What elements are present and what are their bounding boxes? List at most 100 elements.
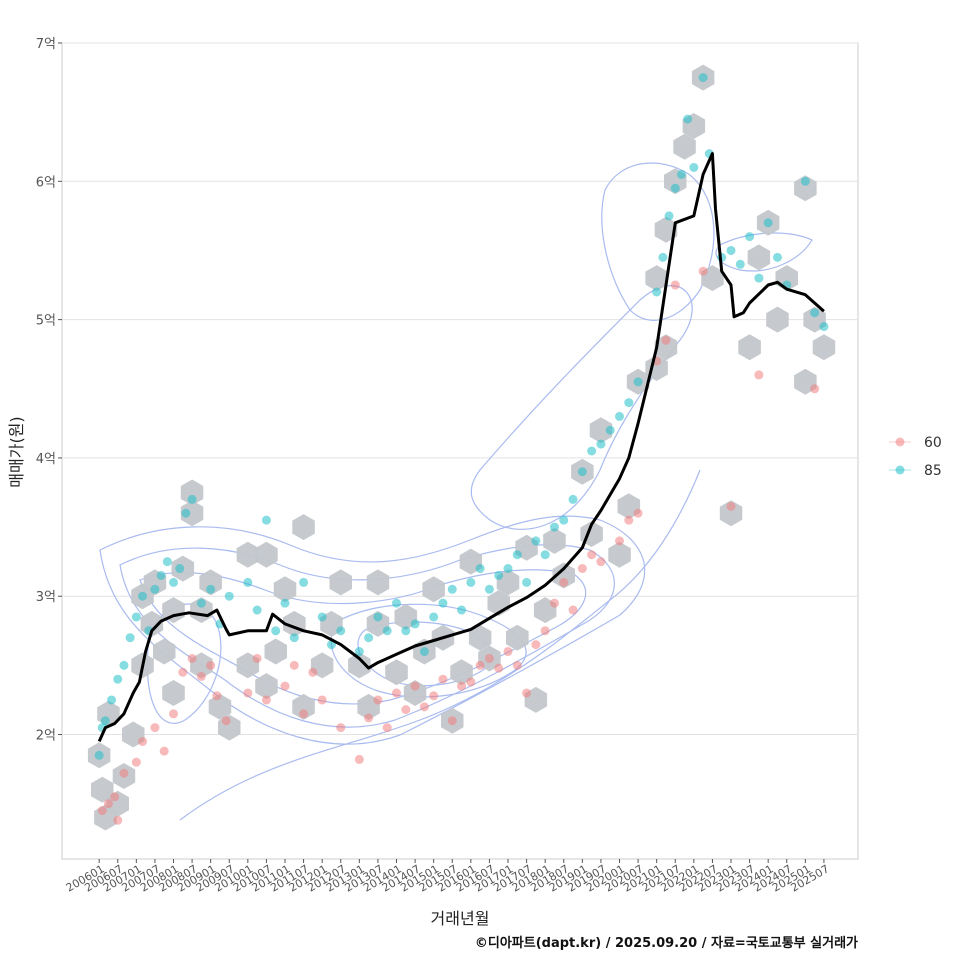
- hexbin: [236, 541, 260, 568]
- point-85: [522, 577, 532, 587]
- x-axis: 2006012006072007012007072008012008072009…: [64, 859, 831, 895]
- point-60: [512, 660, 522, 670]
- hexbin: [255, 673, 278, 700]
- plot-panel: [61, 42, 859, 860]
- point-60: [103, 799, 113, 809]
- hexbin: [208, 693, 232, 720]
- point-85: [113, 674, 123, 684]
- hexbin: [180, 479, 204, 506]
- point-60: [289, 660, 299, 670]
- point-85: [698, 73, 708, 83]
- hexbin: [366, 569, 390, 596]
- y-axis-title: 매매가(원): [7, 416, 26, 487]
- hexbin: [273, 576, 297, 603]
- point-60: [596, 557, 606, 567]
- y-tick-label: 3억: [36, 590, 56, 605]
- point-85: [735, 259, 745, 269]
- hexbin: [292, 514, 315, 541]
- y-tick-label: 5억: [36, 314, 56, 329]
- point-60: [364, 713, 374, 723]
- trend-line: [97, 152, 825, 743]
- hexbin: [348, 652, 371, 679]
- point-60: [354, 754, 364, 764]
- point-85: [175, 564, 185, 574]
- point-60: [568, 605, 578, 615]
- point-85: [633, 377, 643, 387]
- hexbin: [153, 638, 176, 665]
- point-85: [810, 308, 820, 318]
- hexbin: [552, 562, 575, 589]
- contour-line: [146, 603, 222, 724]
- point-85: [150, 584, 160, 594]
- point-60: [178, 667, 188, 677]
- point-85: [652, 287, 662, 297]
- point-85: [438, 598, 448, 608]
- hexbin: [403, 680, 427, 706]
- contour-line: [601, 162, 715, 321]
- point-85: [187, 494, 197, 504]
- point-60: [113, 815, 123, 825]
- point-60: [401, 705, 411, 715]
- point-60: [187, 653, 197, 663]
- point-85: [772, 252, 782, 262]
- y-tick-label: 2억: [36, 729, 56, 744]
- point-60: [624, 515, 634, 525]
- hexbin: [162, 680, 185, 706]
- point-85: [252, 605, 262, 615]
- point-60: [212, 691, 222, 701]
- point-85: [540, 550, 550, 560]
- point-60: [438, 674, 448, 684]
- point-60: [577, 564, 587, 574]
- point-60: [382, 723, 392, 733]
- point-60: [522, 688, 532, 698]
- point-60: [196, 671, 206, 681]
- point-85: [299, 577, 309, 587]
- point-60: [159, 746, 169, 756]
- point-85: [664, 211, 674, 221]
- point-60: [726, 501, 736, 511]
- point-85: [224, 591, 234, 601]
- legend-key-dot: [895, 437, 905, 447]
- point-60: [466, 677, 476, 687]
- point-85: [559, 515, 569, 525]
- hexbin: [255, 541, 278, 568]
- point-85: [181, 508, 191, 518]
- point-60: [457, 681, 467, 691]
- point-85: [94, 750, 104, 760]
- point-60: [419, 702, 429, 712]
- point-60: [698, 266, 708, 276]
- point-85: [615, 411, 625, 421]
- point-85: [447, 584, 457, 594]
- point-60: [299, 709, 309, 719]
- hexbin: [654, 216, 678, 243]
- point-85: [336, 626, 346, 636]
- point-85: [484, 584, 494, 594]
- point-85: [131, 612, 141, 622]
- hexbin: [766, 306, 789, 333]
- point-85: [531, 536, 541, 546]
- point-60: [169, 709, 179, 719]
- point-85: [206, 584, 216, 594]
- point-85: [683, 114, 693, 124]
- point-85: [364, 633, 374, 643]
- point-60: [410, 681, 420, 691]
- point-60: [549, 598, 559, 608]
- grid-lines: [62, 42, 858, 736]
- point-60: [540, 626, 550, 636]
- contour-line: [330, 603, 527, 698]
- point-85: [689, 162, 699, 172]
- hexbin: [719, 500, 743, 527]
- hexbin: [506, 624, 529, 651]
- point-60: [150, 723, 160, 733]
- point-85: [577, 467, 587, 477]
- hexbin: [91, 776, 114, 803]
- point-60: [110, 792, 120, 802]
- point-85: [429, 612, 439, 622]
- legend: 60 85: [889, 435, 942, 479]
- point-60: [131, 757, 141, 767]
- hexbin: [180, 500, 204, 527]
- point-85: [596, 439, 606, 449]
- point-60: [587, 550, 597, 560]
- point-85: [125, 633, 135, 643]
